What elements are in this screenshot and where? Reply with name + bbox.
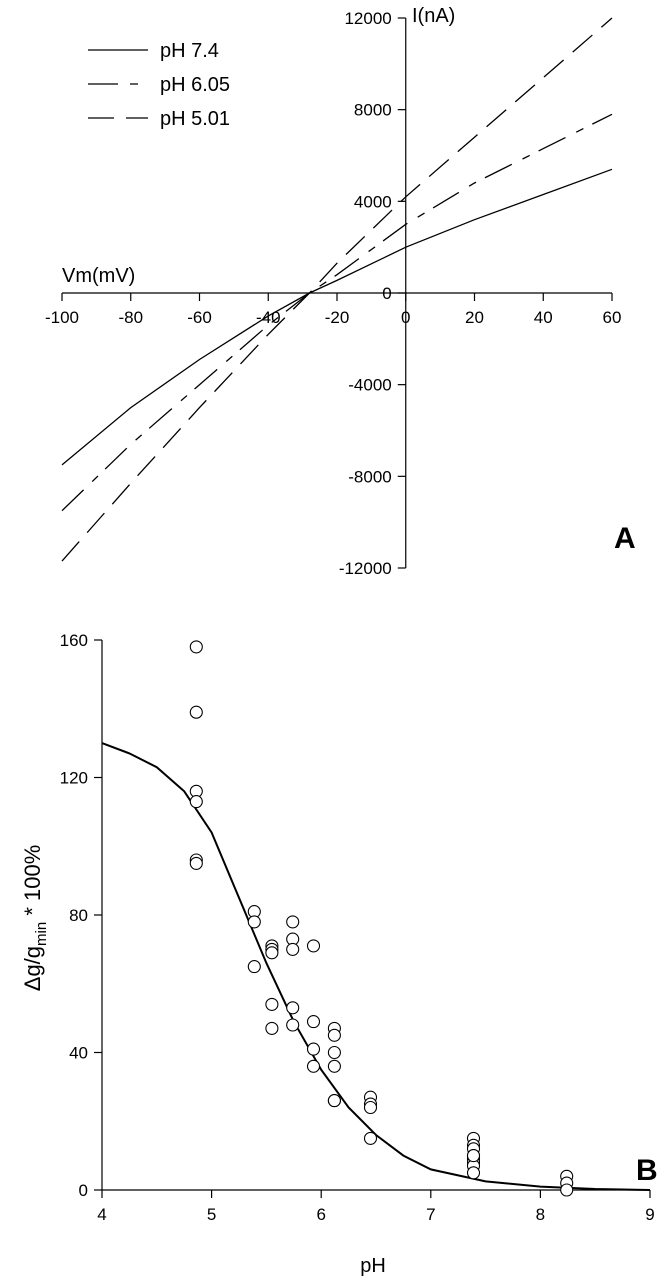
panel-a-ticks: -100 -80 -60 -40 -20 0 20 40 60-12000-8000-40000… (45, 9, 621, 578)
panel-b-y-tick-label: 40 (69, 1044, 88, 1063)
panel-a-x-tick-label: -100 (45, 308, 79, 327)
series-line-ph-5-01 (61, 17, 613, 562)
panel-b-x-tick-label: 8 (536, 1205, 545, 1224)
scatter-point (466, 1166, 481, 1180)
panel-a-letter: A (614, 522, 636, 555)
panel-a-y-tick-label: -4000 (348, 376, 391, 395)
panel-a-x-tick-label: 40 (534, 308, 553, 327)
panel-a-x-tick-label: -60 (187, 308, 212, 327)
panel-a-x-tick-label: -20 (325, 308, 350, 327)
legend-label-ph-7-4: pH 7.4 (160, 40, 219, 62)
scatter-point (363, 1100, 378, 1115)
series-line-ph-6-05 (61, 113, 613, 512)
scatter-point (306, 1059, 321, 1073)
series-line-ph-7-4 (61, 168, 613, 466)
legend-label-ph-6-05: pH 6.05 (160, 74, 230, 96)
panel-b-x-tick-label: 5 (207, 1205, 216, 1224)
scatter-point (327, 1059, 341, 1073)
panel-b-y-tick-label: 120 (60, 769, 88, 788)
panel-b-y-tick-label: 160 (60, 631, 88, 650)
scatter-point (286, 915, 300, 929)
panel-a-y-tick-label: 8000 (354, 101, 392, 120)
panel-b-x-tick-label: 9 (645, 1205, 654, 1224)
panel-a-x-tick-label: -80 (118, 308, 143, 327)
scatter-point (286, 942, 300, 956)
scatter-point (306, 1042, 321, 1056)
panel-a-y-tick-label: 4000 (354, 192, 392, 211)
scatter-point (265, 1021, 279, 1035)
scatter-point (265, 946, 279, 960)
panel-a-legend: pH 7.4 pH 6.05 pH 5.01 (88, 40, 230, 130)
scatter-point (466, 1149, 481, 1163)
scatter-point (560, 1183, 574, 1197)
scatter-point (189, 856, 203, 870)
panel-a-series (61, 17, 613, 562)
scatter-point (265, 997, 279, 1011)
y-label-suffix: * 100% (20, 845, 45, 922)
scatter-point (327, 1094, 341, 1108)
panel-b-y-tick-label: 80 (69, 906, 88, 925)
panel-a-y-tick-label: -8000 (348, 467, 391, 486)
panel-b-y-tick-label: 0 (79, 1181, 88, 1200)
y-label-main: Δg/g (20, 946, 45, 991)
legend-label-ph-5-01: pH 5.01 (160, 108, 230, 130)
panel-a-x-axis-label: Vm(mV) (62, 265, 135, 287)
scatter-point (363, 1131, 378, 1145)
panel-b-letter: B (636, 1154, 658, 1187)
panel-b-ticks: 4 5 6 7 8 9 0 40 80 120 160 (60, 631, 655, 1224)
panel-b-x-tick-label: 7 (426, 1205, 435, 1224)
panel-a-x-tick-label: 60 (603, 308, 622, 327)
scatter-point (189, 705, 203, 719)
panel-b-x-tick-label: 4 (97, 1205, 106, 1224)
scatter-point (327, 1045, 341, 1060)
scatter-point (189, 640, 203, 654)
scatter-point (286, 1018, 300, 1032)
panel-b-points (189, 640, 574, 1197)
panel-a-x-tick-label: 0 (401, 308, 410, 327)
scatter-point (247, 960, 261, 974)
panel-a-y-axis-label: I(nA) (412, 5, 455, 27)
scatter-point (306, 1015, 321, 1029)
panel-a-y-tick-label: 0 (382, 284, 391, 303)
panel-b-chart: 4 5 6 7 8 9 0 40 80 120 160 pH Δg/gmin * 100% B (20, 631, 658, 1277)
panel-a-chart: -100 -80 -60 -40 -20 0 20 40 60-12000-8000-40000… (45, 5, 636, 578)
panel-a-x-tick-label: 20 (465, 308, 484, 327)
scatter-point (306, 939, 321, 953)
panel-b-x-axis-label: pH (360, 1255, 386, 1277)
scatter-point (327, 1028, 341, 1042)
y-label-sub: min (33, 922, 50, 946)
panel-b-x-tick-label: 6 (316, 1205, 325, 1224)
panel-a-y-tick-label: -12000 (339, 559, 392, 578)
scatter-point (286, 1001, 300, 1015)
scatter-point (189, 795, 203, 809)
panel-a-y-tick-label: 12000 (344, 9, 391, 28)
panel-b-fit-curve (101, 742, 651, 1191)
panel-b-y-axis-label: Δg/gmin * 100% (20, 845, 50, 992)
scatter-point (247, 915, 261, 929)
